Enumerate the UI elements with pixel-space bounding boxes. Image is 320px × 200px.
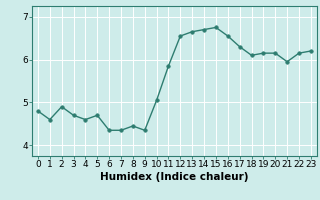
X-axis label: Humidex (Indice chaleur): Humidex (Indice chaleur)	[100, 172, 249, 182]
